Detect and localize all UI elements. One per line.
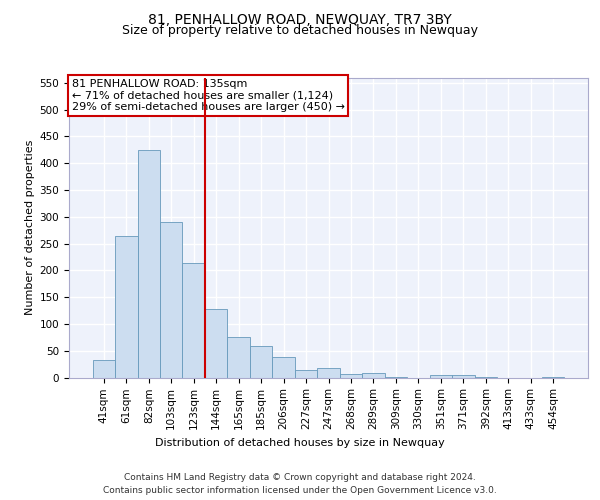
Bar <box>92 360 115 378</box>
Bar <box>115 236 137 378</box>
Bar <box>475 377 497 378</box>
Bar <box>430 376 452 378</box>
Text: Contains HM Land Registry data © Crown copyright and database right 2024.: Contains HM Land Registry data © Crown c… <box>124 472 476 482</box>
Bar <box>205 309 227 378</box>
Bar <box>250 346 272 378</box>
Text: 81 PENHALLOW ROAD: 135sqm
← 71% of detached houses are smaller (1,124)
29% of se: 81 PENHALLOW ROAD: 135sqm ← 71% of detac… <box>71 79 344 112</box>
Bar <box>340 374 362 378</box>
Bar <box>317 368 340 378</box>
Text: Size of property relative to detached houses in Newquay: Size of property relative to detached ho… <box>122 24 478 37</box>
Y-axis label: Number of detached properties: Number of detached properties <box>25 140 35 315</box>
Text: Distribution of detached houses by size in Newquay: Distribution of detached houses by size … <box>155 438 445 448</box>
Bar <box>295 370 317 378</box>
Bar <box>160 222 182 378</box>
Bar <box>272 357 295 378</box>
Bar <box>182 263 205 378</box>
Bar <box>362 372 385 378</box>
Bar <box>452 375 475 378</box>
Text: 81, PENHALLOW ROAD, NEWQUAY, TR7 3BY: 81, PENHALLOW ROAD, NEWQUAY, TR7 3BY <box>148 12 452 26</box>
Bar <box>227 337 250 378</box>
Bar <box>542 377 565 378</box>
Bar <box>385 377 407 378</box>
Text: Contains public sector information licensed under the Open Government Licence v3: Contains public sector information licen… <box>103 486 497 495</box>
Bar <box>137 150 160 378</box>
